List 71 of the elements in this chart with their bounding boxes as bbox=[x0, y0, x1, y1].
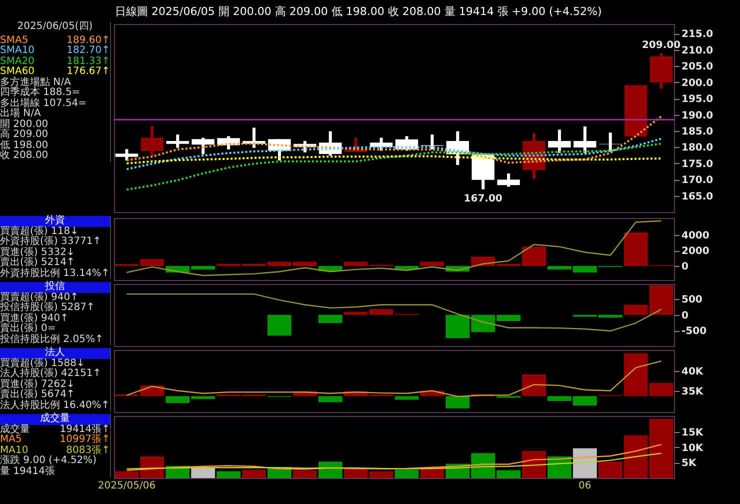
text: 外資持股比例 13.14%↑ bbox=[0, 268, 110, 279]
y-tick-label: 35K bbox=[682, 386, 704, 398]
text: 開 200.00 bbox=[0, 118, 50, 130]
text: 多方進場點 N/A bbox=[0, 76, 72, 88]
text: 買賣超(張) 118↓ bbox=[0, 226, 80, 236]
y-tick-label: 185.0 bbox=[682, 126, 714, 138]
y-tick-label: 210.0 bbox=[682, 45, 714, 56]
text: 出場 N/A bbox=[0, 108, 42, 119]
chart-title: 外資 bbox=[0, 215, 110, 226]
text: 低 198.00 bbox=[0, 140, 50, 150]
text: 成交量 bbox=[0, 424, 30, 434]
text: 182.70↑ bbox=[66, 45, 110, 56]
text: 投信持股比例 2.05%↑ bbox=[0, 334, 104, 345]
y-tick-label: 2000 bbox=[682, 246, 710, 258]
text: MA5 bbox=[0, 434, 22, 446]
chart-title: 法人 bbox=[0, 347, 110, 358]
y-tick-label: 500 bbox=[682, 294, 702, 306]
y-tick-label: 190.0 bbox=[682, 110, 714, 122]
y-tick-label: 195.0 bbox=[682, 94, 714, 106]
y-tick-label: 0 bbox=[682, 310, 688, 322]
text: MA10 bbox=[0, 444, 28, 456]
text: SMA60 bbox=[0, 66, 35, 77]
text: 高 209.00 bbox=[0, 129, 50, 140]
annotation: 209.00 bbox=[642, 40, 681, 52]
x-tick-label: 06 bbox=[578, 480, 592, 492]
text: 189.60↑ bbox=[66, 34, 110, 46]
y-tick-label: 200.0 bbox=[682, 78, 714, 89]
text: 買進(張) 5332↓ bbox=[0, 246, 76, 258]
text: 法人持股比例 16.40%↑ bbox=[0, 400, 110, 411]
y-tick-label: 175.0 bbox=[682, 158, 714, 170]
text: 買賣超(張) 940↑ bbox=[0, 292, 80, 302]
y-tick-label: 0 bbox=[682, 262, 688, 273]
text: 181.33↑ bbox=[66, 56, 110, 66]
x-tick-label: 2025/05/06 bbox=[98, 480, 156, 492]
text: 法人持股(張) 42151↑ bbox=[0, 368, 102, 379]
y-tick-label: 170.0 bbox=[682, 175, 714, 186]
y-tick-label: 180.0 bbox=[682, 142, 714, 154]
text: SMA10 bbox=[0, 45, 35, 56]
text: 176.67↑ bbox=[66, 66, 110, 78]
text: SMA20 bbox=[0, 56, 35, 66]
y-tick-label: 10K bbox=[682, 442, 704, 454]
text: 賣出(張) 5214↑ bbox=[0, 257, 76, 268]
text: 收 208.00 bbox=[0, 150, 50, 162]
text: 19414張↑ bbox=[60, 424, 110, 434]
y-tick-label: 205.0 bbox=[682, 62, 714, 73]
text: 投信持股(張) 5287↑ bbox=[0, 302, 96, 313]
text: 外資持股(張) 33771↑ bbox=[0, 236, 102, 247]
chart-title: 投信 bbox=[0, 281, 110, 292]
text: 買進(張) 940↑ bbox=[0, 312, 70, 324]
text: 賣出(張) 0= bbox=[0, 323, 57, 334]
text: 量 19414張 bbox=[0, 466, 56, 477]
text: 買賣超(張) 1588↓ bbox=[0, 358, 86, 368]
chart-title: 成交量 bbox=[0, 413, 110, 424]
y-tick-label: -500 bbox=[682, 326, 707, 338]
chart-subtitle: 2025/06/05(四) bbox=[16, 21, 94, 32]
text: 10997張↑ bbox=[60, 434, 110, 445]
text: 漲跌 9.00 (+4.52%) bbox=[0, 455, 97, 466]
text: 四季成本 188.5= bbox=[0, 87, 82, 98]
y-tick-label: 40K bbox=[682, 366, 704, 378]
y-tick-label: 165.0 bbox=[682, 191, 714, 202]
annotation: 167.00 bbox=[464, 193, 502, 204]
text: 8083張↑ bbox=[66, 444, 110, 456]
text: 買進(張) 7262↓ bbox=[0, 378, 76, 390]
text: 賣出(張) 5674↑ bbox=[0, 389, 76, 400]
text: 多出場線 107.54= bbox=[0, 98, 88, 108]
y-tick-label: 215.0 bbox=[682, 29, 714, 40]
y-tick-label: 5K bbox=[682, 458, 698, 470]
y-tick-label: 4000 bbox=[682, 230, 710, 242]
y-tick-label: 15K bbox=[682, 428, 704, 439]
text: SMA5 bbox=[0, 34, 28, 46]
chart-title: 日線圖 2025/06/05 開 200.00 高 209.00 低 198.00 收 208.00 量 19414 張 +9.00 (+4.52%) bbox=[115, 4, 602, 19]
